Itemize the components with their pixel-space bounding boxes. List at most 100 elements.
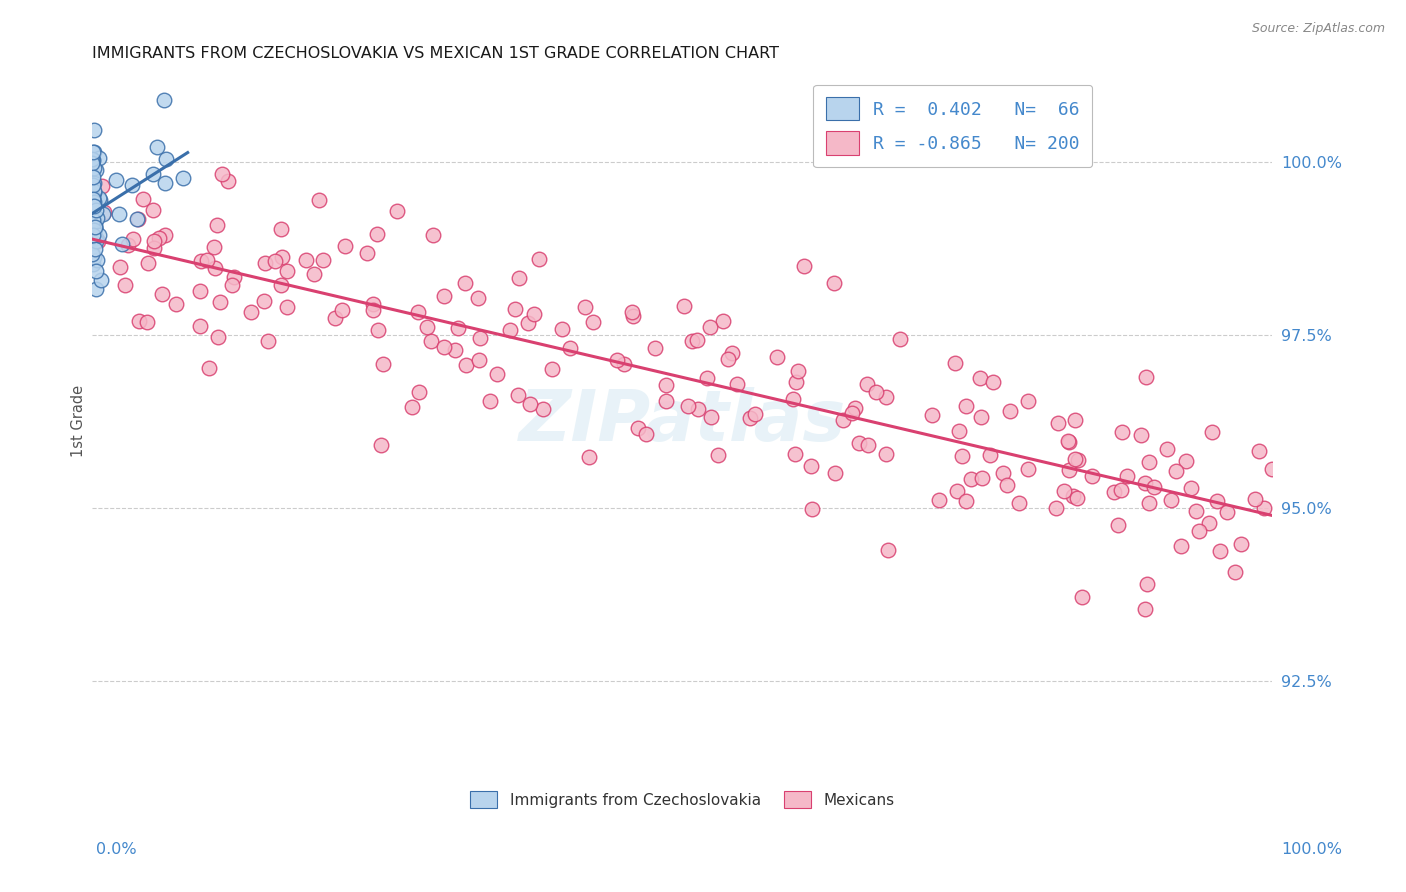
Point	[82, 156, 104, 170]
Point	[240, 304, 263, 318]
Point	[848, 436, 870, 450]
Point	[945, 484, 967, 499]
Point	[613, 358, 636, 372]
Point	[1111, 425, 1133, 439]
Point	[83, 195, 105, 210]
Point	[527, 252, 550, 266]
Point	[401, 401, 423, 415]
Point	[1064, 451, 1087, 466]
Point	[1062, 489, 1084, 503]
Point	[295, 252, 318, 267]
Point	[136, 315, 159, 329]
Point	[606, 353, 628, 368]
Point	[80, 183, 103, 197]
Point	[574, 300, 596, 314]
Point	[1180, 481, 1202, 495]
Point	[148, 231, 170, 245]
Point	[361, 296, 384, 310]
Point	[832, 413, 855, 427]
Point	[155, 152, 177, 166]
Point	[468, 353, 491, 368]
Point	[408, 385, 430, 400]
Point	[1067, 453, 1090, 467]
Point	[127, 211, 149, 226]
Point	[122, 232, 145, 246]
Point	[456, 358, 478, 372]
Point	[943, 356, 966, 370]
Point	[889, 332, 911, 346]
Point	[83, 223, 105, 237]
Point	[485, 367, 508, 381]
Point	[626, 421, 648, 435]
Point	[117, 238, 139, 252]
Point	[1160, 492, 1182, 507]
Point	[82, 178, 104, 192]
Point	[83, 219, 105, 233]
Point	[87, 191, 110, 205]
Point	[335, 238, 357, 252]
Point	[121, 178, 143, 192]
Point	[1071, 590, 1094, 604]
Point	[83, 220, 105, 235]
Point	[420, 334, 443, 348]
Point	[1109, 483, 1132, 498]
Point	[87, 234, 110, 248]
Point	[1064, 413, 1087, 427]
Point	[823, 276, 845, 290]
Point	[1174, 453, 1197, 467]
Point	[84, 220, 107, 235]
Point	[217, 174, 239, 188]
Point	[970, 471, 993, 485]
Point	[264, 254, 287, 268]
Point	[1017, 462, 1039, 476]
Point	[636, 427, 658, 442]
Point	[1057, 434, 1080, 448]
Point	[82, 211, 104, 225]
Point	[1260, 462, 1282, 476]
Point	[308, 193, 330, 207]
Point	[142, 203, 165, 218]
Point	[1216, 505, 1239, 519]
Point	[153, 176, 176, 190]
Point	[83, 185, 105, 199]
Point	[551, 322, 574, 336]
Point	[302, 267, 325, 281]
Point	[1188, 524, 1211, 538]
Point	[454, 277, 477, 291]
Point	[721, 346, 744, 360]
Point	[523, 307, 546, 321]
Point	[1201, 425, 1223, 440]
Point	[136, 256, 159, 270]
Point	[725, 376, 748, 391]
Point	[132, 192, 155, 206]
Point	[1185, 504, 1208, 518]
Point	[676, 399, 699, 413]
Point	[83, 176, 105, 190]
Point	[111, 237, 134, 252]
Point	[142, 167, 165, 181]
Point	[143, 234, 166, 248]
Point	[211, 167, 233, 181]
Point	[955, 494, 977, 508]
Point	[83, 161, 105, 175]
Point	[1136, 576, 1159, 591]
Point	[686, 334, 709, 348]
Point	[202, 240, 225, 254]
Point	[82, 225, 104, 239]
Point	[865, 384, 887, 399]
Point	[621, 305, 644, 319]
Point	[82, 186, 104, 200]
Point	[1253, 500, 1275, 515]
Point	[467, 291, 489, 305]
Point	[1066, 491, 1088, 505]
Point	[960, 472, 983, 486]
Point	[84, 243, 107, 257]
Point	[188, 284, 211, 298]
Point	[204, 261, 226, 276]
Point	[785, 376, 807, 390]
Point	[270, 222, 292, 236]
Point	[800, 502, 823, 516]
Point	[1017, 394, 1039, 409]
Point	[86, 253, 108, 268]
Point	[875, 390, 897, 404]
